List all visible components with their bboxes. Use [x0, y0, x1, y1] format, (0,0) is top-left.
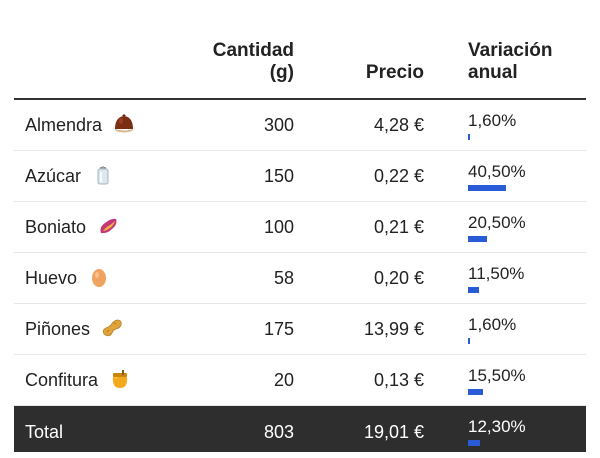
peanut-icon — [103, 319, 122, 337]
row-name: Almendra — [25, 115, 103, 135]
egg-icon — [92, 269, 107, 288]
variation-bar — [468, 440, 480, 446]
sweet-potato-icon — [100, 219, 117, 234]
header-quantity: Cantidad (g) — [213, 40, 294, 84]
row-name: Piñones — [25, 319, 91, 339]
total-variation: 12,30% — [468, 417, 526, 436]
header-quantity-line1: Cantidad — [212, 40, 294, 61]
row-variation: 15,50% — [468, 366, 526, 385]
row-variation-cell: 40,50% — [468, 151, 578, 201]
total-quantity: 803 — [263, 422, 294, 442]
row-variation-cell: 1,60% — [468, 100, 578, 150]
variation-bar — [468, 287, 479, 293]
row-quantity: 175 — [263, 319, 294, 339]
row-name: Boniato — [25, 217, 87, 237]
table-row: Piñones 175 13,99 € 1,60% — [14, 304, 586, 355]
row-name: Huevo — [25, 268, 78, 288]
total-label: Total — [25, 422, 64, 442]
table-row: Almendra 300 4,28 € 1,60% — [14, 100, 586, 151]
header-variation-line2: anual — [468, 62, 518, 83]
row-quantity: 300 — [263, 115, 294, 135]
header-variation: Variación anual — [468, 40, 553, 84]
row-quantity: 20 — [273, 370, 294, 390]
row-variation-cell: 11,50% — [468, 253, 578, 303]
honey-pot-icon — [112, 370, 128, 389]
row-name-cell: Almendra — [25, 100, 135, 150]
total-price: 19,01 € — [363, 422, 424, 442]
header-quantity-line2: (g) — [269, 62, 294, 83]
row-price: 0,21 € — [373, 217, 424, 237]
row-variation: 40,50% — [468, 162, 526, 181]
total-row: Total 803 19,01 € 12,30% — [14, 406, 586, 452]
row-variation: 1,60% — [468, 111, 517, 130]
variation-bar — [468, 389, 483, 395]
row-name-cell: Boniato — [25, 202, 119, 252]
table-row: Huevo 58 0,20 € 11,50% — [14, 253, 586, 304]
salt-shaker-icon — [97, 166, 109, 185]
row-name-cell: Piñones — [25, 304, 123, 354]
table-row: Confitura 20 0,13 € 15,50% — [14, 355, 586, 406]
row-variation: 11,50% — [468, 264, 525, 283]
row-variation-cell: 15,50% — [468, 355, 578, 405]
row-name: Confitura — [25, 370, 99, 390]
price-table: Cantidad (g) Precio Variación anual Alme… — [14, 0, 586, 452]
row-name-cell: Confitura — [25, 355, 131, 405]
row-variation-cell: 1,60% — [468, 304, 578, 354]
header-variation-line1: Variación — [468, 40, 553, 61]
row-variation-cell: 20,50% — [468, 202, 578, 252]
row-price: 0,20 € — [373, 268, 424, 288]
row-price: 13,99 € — [363, 319, 424, 339]
row-quantity: 150 — [263, 166, 294, 186]
row-name-cell: Azúcar — [25, 151, 114, 201]
total-variation-cell: 12,30% — [468, 406, 578, 452]
row-name-cell: Huevo — [25, 253, 110, 303]
row-quantity: 100 — [263, 217, 294, 237]
row-price: 0,22 € — [373, 166, 424, 186]
row-variation: 1,60% — [468, 315, 517, 334]
table-row: Azúcar 150 0,22 € 40,50% — [14, 151, 586, 202]
row-variation: 20,50% — [468, 213, 526, 232]
row-price: 4,28 € — [373, 115, 424, 135]
variation-bar — [468, 236, 488, 242]
variation-bar — [468, 134, 470, 140]
row-price: 0,13 € — [373, 370, 424, 390]
header-price: Precio — [365, 62, 424, 83]
row-name: Azúcar — [25, 166, 82, 186]
variation-bar — [468, 338, 470, 344]
table-header: Cantidad (g) Precio Variación anual — [14, 0, 586, 100]
variation-bar — [468, 185, 506, 191]
chestnut-icon — [115, 114, 134, 133]
row-quantity: 58 — [273, 268, 294, 288]
table-row: Boniato 100 0,21 € 20,50% — [14, 202, 586, 253]
